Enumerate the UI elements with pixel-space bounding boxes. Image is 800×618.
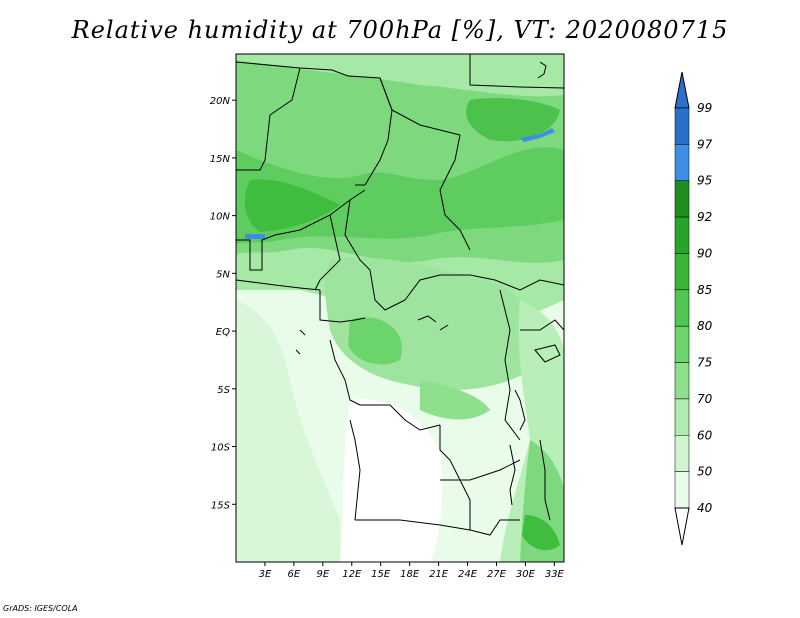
colorbar-label: 85	[697, 283, 712, 297]
colorbar-label: 95	[697, 174, 712, 188]
lon-tick-label: 33E	[545, 569, 565, 580]
lat-tick-label: 10N	[210, 212, 231, 223]
map-title: Relative humidity at 700hPa [%], VT: 202…	[71, 16, 729, 44]
lat-tick-label: 5S	[217, 385, 230, 396]
lat-tick-label: 15S	[211, 500, 231, 511]
lat-tick-label: EQ	[216, 327, 230, 338]
colorbar-segment	[674, 435, 690, 472]
lon-tick-label: 6E	[288, 569, 301, 580]
colorbar-bottom-arrow	[674, 507, 690, 546]
lon-tick-label: 21E	[429, 569, 449, 580]
colorbar-segment	[674, 325, 690, 363]
country-borders	[236, 54, 564, 536]
map-frame	[235, 53, 565, 563]
colorbar-segment	[674, 180, 690, 218]
lon-tick-label: 15E	[371, 569, 391, 580]
latitude-axis: 20N 15N 10N 5N EQ 5S 10S 15S	[210, 96, 236, 511]
colorbar-top-arrow	[674, 71, 690, 109]
colorbar-segment	[674, 398, 690, 436]
colorbar-segment	[674, 289, 690, 327]
colorbar-label: 92	[697, 210, 712, 224]
colorbar-label: 50	[697, 465, 713, 479]
colorbar-label: 99	[697, 101, 712, 115]
humidity-field	[236, 54, 564, 562]
colorbar-label: 97	[697, 137, 713, 151]
colorbar-label: 90	[697, 246, 713, 260]
lon-tick-label: 30E	[516, 569, 536, 580]
credit-text: GrADS: IGES/COLA	[3, 604, 78, 613]
colorbar-label: 60	[697, 428, 713, 442]
colorbar-label: 40	[697, 501, 713, 515]
colorbar-label: 75	[697, 356, 712, 370]
lon-tick-label: 18E	[400, 569, 420, 580]
colorbar-segment	[674, 216, 690, 254]
lat-tick-label: 15N	[210, 154, 231, 165]
lat-tick-label: 20N	[210, 96, 231, 107]
colorbar-label: 80	[697, 319, 713, 333]
lon-tick-label: 9E	[316, 569, 329, 580]
colorbar-segment	[674, 107, 690, 145]
colorbar-segment	[674, 253, 690, 291]
lat-tick-label: 10S	[211, 443, 231, 454]
longitude-axis: 3E 6E 9E 12E 15E 18E 21E 24E 27E 30E 33E	[259, 562, 565, 580]
colorbar-segment	[674, 471, 690, 509]
lon-tick-label: 24E	[458, 569, 478, 580]
lon-tick-label: 12E	[342, 569, 362, 580]
lon-tick-label: 27E	[487, 569, 507, 580]
colorbar-label: 70	[697, 392, 713, 406]
colorbar: 99 97 95 92 90 85 80 75 70 60 50 40	[674, 71, 713, 546]
colorbar-segment	[674, 362, 690, 400]
colorbar-segment	[674, 144, 690, 181]
lat-tick-label: 5N	[216, 269, 230, 280]
lon-tick-label: 3E	[259, 569, 272, 580]
